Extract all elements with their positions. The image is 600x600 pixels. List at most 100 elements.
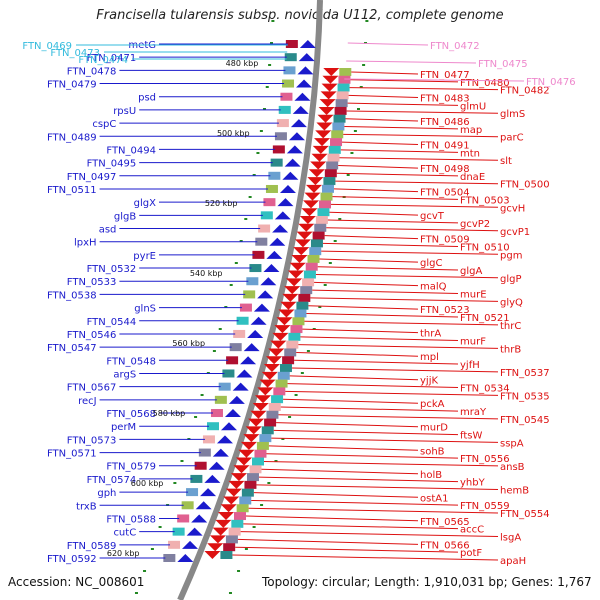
tick-mark — [194, 416, 198, 418]
tick-mark — [244, 548, 248, 550]
forward-arrow — [232, 382, 249, 391]
map-title: Francisella tularensis subsp. novicida U… — [96, 8, 504, 23]
forward-arrow — [288, 132, 305, 141]
gene-feature-block — [315, 216, 328, 225]
gene-feature-block — [233, 329, 246, 338]
gene-feature-block — [339, 68, 352, 76]
gene-label-forward: gph — [97, 488, 116, 499]
reverse-arrow — [315, 130, 332, 139]
gene-label-reverse: murE — [460, 289, 487, 300]
gene-feature-block — [210, 409, 223, 418]
gene-feature-block — [335, 99, 348, 108]
gene-label-forward: FTN_0495 — [87, 159, 137, 170]
gene-feature-block — [283, 66, 296, 75]
reverse-arrow — [228, 480, 245, 489]
gene-leader-line — [248, 507, 499, 514]
forward-arrow — [191, 514, 208, 523]
gene-feature-block — [218, 382, 231, 391]
gene-feature-block — [333, 114, 346, 123]
forward-arrow — [182, 540, 199, 549]
gene-label-reverse: pckA — [420, 399, 445, 410]
gene-label-reverse: potF — [460, 548, 482, 559]
gene-leader-line — [280, 406, 459, 412]
reverse-arrow — [310, 161, 327, 170]
gene-feature-block — [303, 270, 316, 279]
gene-label-reverse: parC — [500, 133, 524, 144]
gene-label-reverse: FTN_0503 — [460, 195, 510, 206]
reverse-arrow — [218, 512, 235, 521]
forward-arrow — [243, 343, 260, 352]
gene-label-reverse: FTN_0504 — [420, 188, 470, 199]
gene-leader-line — [349, 87, 499, 91]
gene-label-forward: FTN_0548 — [106, 356, 156, 367]
reverse-arrow — [305, 184, 322, 193]
gene-feature-block — [309, 247, 322, 256]
gene-label-forward: FTN_0589 — [67, 541, 117, 552]
gene-label-reverse: FTN_0545 — [500, 415, 550, 426]
gene-label-reverse: ansB — [500, 462, 525, 473]
gene-label-reverse: FTN_0486 — [420, 117, 470, 128]
gene-feature-block — [234, 512, 247, 521]
gene-label-reverse: glgC — [420, 258, 442, 269]
gene-feature-block — [318, 200, 331, 209]
gene-label-reverse: dnaE — [460, 172, 485, 183]
forward-arrow — [296, 79, 313, 88]
reverse-arrow — [215, 519, 232, 528]
gene-feature-block — [265, 184, 278, 193]
kbp-label: 580 kbp — [153, 409, 186, 418]
reverse-arrow — [294, 239, 311, 248]
gene-label-reverse: FTN_0559 — [460, 501, 510, 512]
gene-label-forward: pyrE — [133, 251, 156, 262]
gene-label-reverse: thrA — [420, 329, 441, 340]
reverse-arrow — [255, 395, 272, 404]
tick-mark — [268, 64, 272, 66]
tick-mark — [356, 108, 360, 110]
gene-leader-line — [302, 328, 419, 334]
gene-feature-block — [190, 474, 203, 483]
gene-label-reverse: yhbY — [460, 478, 486, 489]
reverse-arrow — [322, 75, 339, 84]
kbp-label: 600 kbp — [131, 479, 164, 488]
gene-feature-block — [334, 106, 347, 115]
gene-feature-block — [202, 435, 215, 444]
gene-label-forward: FTN_0489 — [47, 132, 97, 143]
gene-leader-line — [347, 102, 459, 106]
gene-label-reverse: glgA — [460, 266, 482, 277]
gene-leader-line — [298, 344, 499, 349]
tick-mark — [239, 240, 243, 242]
gene-leader-line — [314, 281, 419, 287]
gene-label-forward: FTN_0538 — [47, 290, 97, 301]
forward-arrow — [279, 184, 296, 193]
reverse-arrow — [299, 216, 316, 225]
gene-leader-line — [294, 359, 459, 365]
gene-label-reverse: thrB — [500, 344, 521, 355]
forward-arrow — [294, 92, 311, 101]
kbp-label: 480 kbp — [226, 59, 259, 68]
forward-arrow — [250, 316, 267, 325]
gene-feature-block — [241, 488, 254, 497]
genome-stats-text: Topology: circular; Length: 1,910,031 bp… — [262, 575, 592, 589]
forward-arrow — [204, 474, 221, 483]
gene-leader-line — [253, 492, 419, 498]
gene-feature-block — [207, 422, 220, 431]
gene-leader-line — [261, 468, 419, 475]
gene-feature-block — [336, 91, 349, 100]
reverse-arrow — [317, 114, 334, 123]
tick-mark — [244, 218, 248, 220]
gene-label-forward: FTN_0592 — [47, 554, 97, 565]
gene-feature-block — [276, 119, 289, 128]
tick-mark — [252, 174, 256, 176]
gene-label-reverse: glyQ — [500, 297, 523, 308]
gene-feature-block — [255, 237, 268, 246]
gene-leader-line — [300, 336, 459, 342]
tick-mark — [150, 548, 154, 550]
reverse-arrow — [320, 91, 337, 100]
gene-label-forward: asd — [99, 225, 117, 236]
reverse-arrow — [233, 465, 250, 474]
gene-label-forward: glnS — [134, 304, 156, 315]
reverse-arrow — [311, 153, 328, 162]
forward-arrow — [298, 53, 315, 62]
gene-feature-block — [268, 402, 281, 411]
reverse-arrow — [204, 551, 221, 559]
gene-leader-line — [321, 250, 499, 255]
